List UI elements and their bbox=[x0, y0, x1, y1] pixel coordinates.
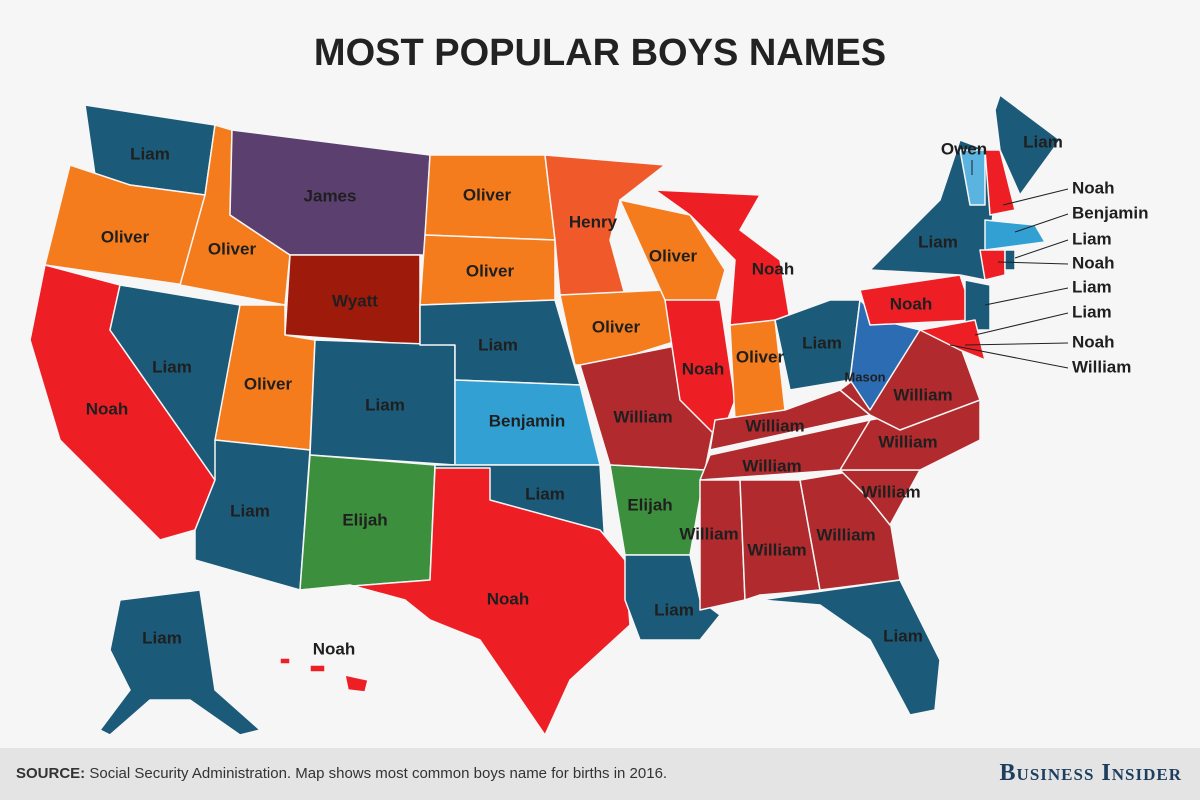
state-label: Wyatt bbox=[332, 291, 378, 310]
state-label: Benjamin bbox=[1072, 203, 1149, 222]
state-label: William bbox=[679, 524, 738, 543]
state-label: Oliver bbox=[208, 239, 257, 258]
state-label: Liam bbox=[230, 501, 270, 520]
state-label: Elijah bbox=[342, 510, 387, 529]
state-label: Oliver bbox=[649, 246, 698, 265]
state-label: Henry bbox=[569, 212, 618, 231]
state-label: William bbox=[893, 385, 952, 404]
state-label: Benjamin bbox=[489, 411, 566, 430]
state-label: Noah bbox=[487, 589, 530, 608]
state-label: Liam bbox=[654, 600, 694, 619]
states bbox=[29, 94, 1061, 736]
state-label: William bbox=[747, 540, 806, 559]
state-label: Mason bbox=[844, 369, 885, 384]
state-label: Liam bbox=[478, 335, 518, 354]
state-label: Noah bbox=[1072, 253, 1115, 272]
state-label: Liam bbox=[525, 484, 565, 503]
state-label: William bbox=[878, 432, 937, 451]
state-label: Noah bbox=[313, 639, 356, 658]
source-text: Social Security Administration. Map show… bbox=[89, 765, 668, 782]
state-label: Noah bbox=[86, 399, 129, 418]
state-label: William bbox=[816, 525, 875, 544]
state-label: Liam bbox=[1072, 229, 1112, 248]
brand: Business Insider bbox=[999, 760, 1182, 786]
state-label: Oliver bbox=[244, 374, 293, 393]
state-label: Oliver bbox=[736, 347, 785, 366]
state-label: Elijah bbox=[627, 495, 672, 514]
state-label: William bbox=[745, 416, 804, 435]
state-label: Liam bbox=[1072, 302, 1112, 321]
state-label: Noah bbox=[890, 294, 933, 313]
state-label: Noah bbox=[1072, 178, 1115, 197]
source-label: SOURCE: bbox=[16, 765, 86, 782]
state-label: Oliver bbox=[101, 227, 150, 246]
state-label: Noah bbox=[1072, 332, 1115, 351]
callouts bbox=[949, 160, 1069, 369]
state-label: William bbox=[1072, 357, 1131, 376]
state-label: Liam bbox=[883, 626, 923, 645]
state-label: Oliver bbox=[466, 261, 515, 280]
state-label: Liam bbox=[130, 144, 170, 163]
state-label: James bbox=[304, 186, 357, 205]
state-label: Oliver bbox=[592, 317, 641, 336]
state-label: Liam bbox=[1023, 132, 1063, 151]
state-labels: Liam Oliver Noah Liam Oliver James Wyatt Oliver… bbox=[86, 132, 1149, 658]
state-label: Oliver bbox=[463, 185, 512, 204]
state-label: William bbox=[861, 482, 920, 501]
state-label: William bbox=[613, 407, 672, 426]
state-label: Liam bbox=[152, 357, 192, 376]
state-label: Liam bbox=[918, 232, 958, 251]
state-label: William bbox=[742, 456, 801, 475]
state-label: Noah bbox=[682, 359, 725, 378]
title: MOST POPULAR BOYS NAMES bbox=[314, 32, 886, 74]
state-label: Owen bbox=[941, 139, 987, 158]
state-label: Liam bbox=[802, 333, 842, 352]
map: MOST POPULAR BOYS NAMES bbox=[29, 32, 1149, 736]
state-label: Liam bbox=[142, 628, 182, 647]
state-label: Noah bbox=[752, 259, 795, 278]
source: SOURCE: Social Security Administration. … bbox=[16, 765, 667, 782]
state-label: Liam bbox=[365, 395, 405, 414]
state-label: Liam bbox=[1072, 277, 1112, 296]
footer: SOURCE: Social Security Administration. … bbox=[0, 748, 1200, 800]
